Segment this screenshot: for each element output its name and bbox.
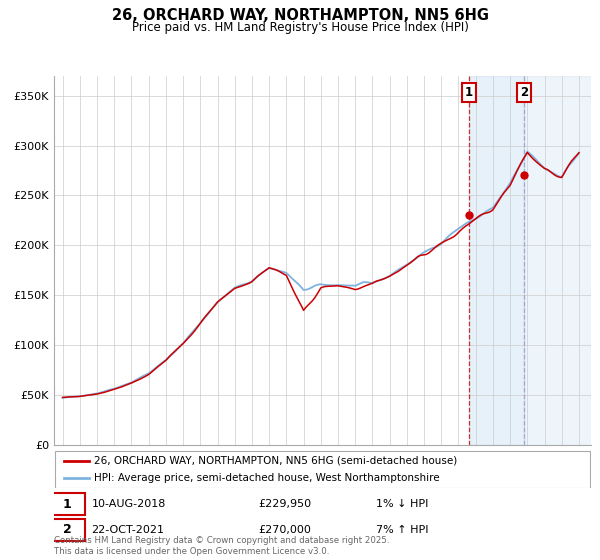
FancyBboxPatch shape xyxy=(49,493,85,515)
FancyBboxPatch shape xyxy=(55,451,590,488)
Text: 1: 1 xyxy=(62,498,71,511)
Text: £229,950: £229,950 xyxy=(258,499,311,509)
Text: 7% ↑ HPI: 7% ↑ HPI xyxy=(376,525,428,535)
Text: 10-AUG-2018: 10-AUG-2018 xyxy=(92,499,166,509)
Text: 1: 1 xyxy=(465,86,473,99)
Bar xyxy=(524,76,591,445)
FancyBboxPatch shape xyxy=(49,519,85,541)
Text: 2: 2 xyxy=(520,86,528,99)
Text: 1% ↓ HPI: 1% ↓ HPI xyxy=(376,499,428,509)
Bar xyxy=(469,76,524,445)
Text: 26, ORCHARD WAY, NORTHAMPTON, NN5 6HG (semi-detached house): 26, ORCHARD WAY, NORTHAMPTON, NN5 6HG (s… xyxy=(94,455,458,465)
Text: Contains HM Land Registry data © Crown copyright and database right 2025.
This d: Contains HM Land Registry data © Crown c… xyxy=(54,536,389,556)
Text: 2: 2 xyxy=(62,524,71,536)
Text: 22-OCT-2021: 22-OCT-2021 xyxy=(92,525,164,535)
Text: 26, ORCHARD WAY, NORTHAMPTON, NN5 6HG: 26, ORCHARD WAY, NORTHAMPTON, NN5 6HG xyxy=(112,8,488,24)
Text: £270,000: £270,000 xyxy=(258,525,311,535)
Text: Price paid vs. HM Land Registry's House Price Index (HPI): Price paid vs. HM Land Registry's House … xyxy=(131,21,469,34)
Text: HPI: Average price, semi-detached house, West Northamptonshire: HPI: Average price, semi-detached house,… xyxy=(94,473,440,483)
